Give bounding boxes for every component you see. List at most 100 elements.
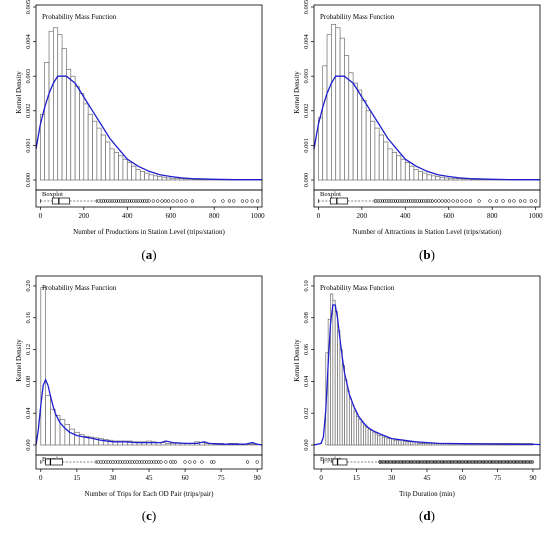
outlier-point	[250, 199, 254, 203]
histogram-bar	[396, 439, 400, 446]
outlier-point	[147, 199, 151, 203]
histogram-bar	[365, 110, 371, 181]
y-tick-label: 0.04	[25, 407, 32, 419]
outlier-point	[245, 460, 250, 464]
outlier-point	[108, 199, 112, 203]
outlier-point	[530, 460, 535, 464]
outlier-point	[443, 199, 448, 203]
density-curve	[35, 75, 262, 181]
x-axis-label: Number of Trips for Each OD Pair (trips/…	[85, 490, 215, 498]
y-tick-label: 0.12	[25, 344, 32, 355]
outlier-point	[387, 199, 391, 203]
histogram-bar	[409, 165, 415, 181]
histogram-bar	[398, 439, 402, 446]
outlier-point	[411, 199, 415, 203]
histogram-bar	[400, 158, 406, 181]
y-tick-label: 0.04	[303, 375, 310, 387]
outlier-point	[415, 199, 419, 203]
caption-open: (	[141, 247, 145, 262]
outlier-point	[106, 460, 110, 464]
histogram-bar	[346, 390, 350, 446]
outlier-point	[164, 460, 168, 464]
legend-label: Probability Mass Function	[320, 13, 395, 21]
outlier-point	[171, 460, 175, 464]
outlier-point	[110, 199, 114, 203]
outlier-point	[507, 199, 512, 203]
outlier-point	[422, 199, 426, 203]
x-tick-label: 800	[209, 212, 220, 220]
outlier-point	[151, 199, 155, 203]
histogram-bar	[383, 141, 389, 181]
x-tick-label: 75	[494, 474, 502, 482]
caption-letter: a	[146, 247, 153, 262]
x-axis-label: Number of Attractions in Station Level (…	[353, 228, 503, 236]
x-tick-label: 600	[443, 212, 454, 220]
y-axis-label: Kernel Density	[293, 71, 301, 114]
x-tick-label: 200	[357, 212, 368, 220]
outlier-point	[409, 199, 413, 203]
outlier-point	[190, 199, 195, 203]
x-axis: 0 15 30 45 60 75 90 Number of Trips for Each OD…	[39, 469, 261, 498]
density-curve	[35, 378, 263, 446]
outlier-point	[120, 460, 125, 464]
histogram-bar	[341, 365, 345, 446]
outlier-point	[455, 199, 460, 203]
histogram-bars	[325, 293, 534, 446]
histogram-bar	[48, 30, 54, 181]
outlier-point	[437, 199, 441, 203]
histogram-bar	[457, 178, 463, 181]
histogram-bar	[317, 117, 324, 181]
x-tick-label: 30	[109, 474, 117, 482]
outlier-point	[116, 460, 120, 464]
boxplot-label: Boxplot	[42, 191, 63, 198]
outlier-point	[140, 199, 145, 203]
outlier-point	[464, 199, 468, 203]
histogram-bar	[165, 443, 171, 446]
outlier-point	[419, 199, 424, 203]
x-tick-label: 45	[424, 474, 432, 482]
histogram-bar	[470, 178, 476, 181]
histogram-bar	[131, 165, 137, 181]
histogram-bar	[430, 175, 437, 181]
outlier-point	[512, 199, 516, 203]
histogram-bars	[317, 23, 541, 181]
histogram-bar	[356, 416, 360, 446]
outlier-point	[116, 199, 121, 203]
histogram-bar	[361, 100, 367, 181]
density-curve	[313, 304, 541, 446]
outlier-point	[159, 460, 163, 464]
outlier-point	[132, 460, 137, 464]
boxplot-label: Boxplot	[320, 456, 341, 463]
x-axis-label: Number of Productions in Station Level (…	[73, 228, 225, 236]
histogram-bar	[391, 151, 397, 181]
histogram-bar	[452, 178, 458, 181]
boxplot	[40, 458, 97, 466]
outlier-point	[404, 199, 409, 203]
outlier-point	[137, 460, 142, 464]
outlier-point	[413, 199, 417, 203]
x-axis: 0 200 400 600 800 1000 Number of Attractions i…	[317, 207, 543, 236]
histogram-bar	[331, 23, 337, 181]
outlier-point	[147, 460, 151, 464]
boxplot-box	[332, 458, 348, 466]
histogram-bar	[170, 443, 176, 446]
outlier-point	[175, 199, 179, 203]
y-tick-label: 0.00	[303, 439, 310, 450]
caption-letter: c	[146, 508, 152, 523]
histogram-bar	[50, 408, 56, 446]
histogram-bar	[326, 34, 332, 181]
outlier-point	[374, 199, 378, 203]
histogram-bar	[374, 433, 378, 446]
outlier-point	[112, 199, 116, 203]
outlier-point	[132, 199, 136, 203]
x-axis-label: Trip Duration (min)	[399, 490, 455, 498]
panel-caption: (a)	[141, 247, 156, 262]
outlier-point	[382, 199, 387, 203]
outlier-point	[156, 460, 161, 464]
x-tick-label: 45	[146, 474, 154, 482]
outlier-point	[123, 199, 127, 203]
boxplot-box	[329, 197, 349, 205]
outlier-point	[488, 199, 492, 203]
outlier-point	[426, 199, 430, 203]
boxplot-label: Boxplot	[320, 191, 341, 198]
